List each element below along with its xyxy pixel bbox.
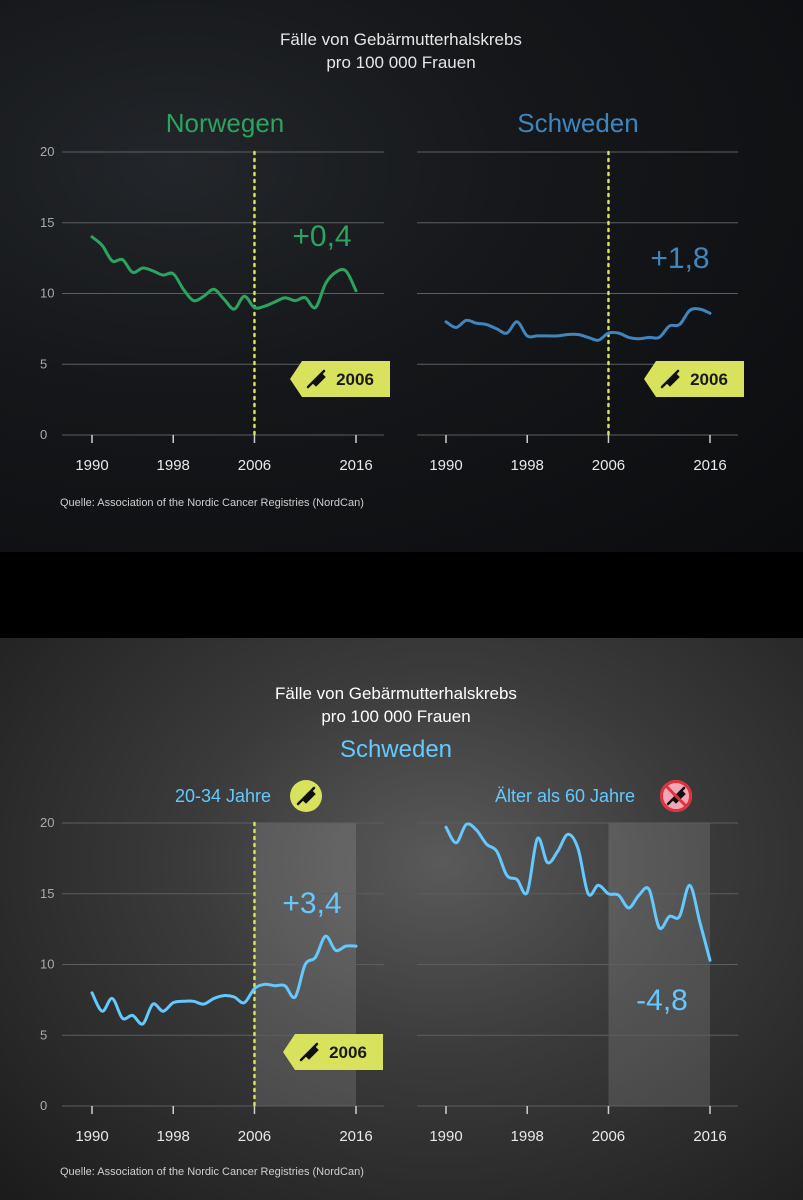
y-tick-label-5: 5 [40, 356, 47, 371]
vaccine-year-label: 2006 [690, 370, 728, 389]
chart-title: Älter als 60 Jahre [495, 786, 635, 806]
y-tick-label-20: 20 [40, 815, 54, 830]
y-tick-label-15: 15 [40, 886, 54, 901]
top-source: Quelle: Association of the Nordic Cancer… [60, 497, 364, 509]
panel-gap [0, 552, 803, 638]
x-tick-label-1990: 1990 [429, 1128, 462, 1145]
vaccine-year-badge: 2006 [283, 1034, 383, 1070]
series-line [90, 934, 358, 1026]
x-tick-label-1998: 1998 [511, 1128, 544, 1145]
x-tick-label-2016: 2016 [339, 1128, 372, 1145]
x-tick-label-2016: 2016 [693, 457, 726, 474]
x-tick-label-2006: 2006 [238, 1128, 271, 1145]
change-annotation: +1,8 [650, 242, 709, 275]
change-annotation: +0,4 [292, 220, 351, 253]
y-tick-label-20: 20 [40, 144, 54, 159]
top-chart-svg: Fälle von Gebärmutterhalskrebs pro 100 0… [40, 30, 744, 509]
x-tick-label-1990: 1990 [75, 1128, 108, 1145]
bottom-title-line2: pro 100 000 Frauen [321, 707, 470, 726]
x-tick-label-2006: 2006 [238, 457, 271, 474]
y-tick-label-5: 5 [40, 1027, 47, 1042]
x-tick-label-1998: 1998 [157, 1128, 190, 1145]
top-title-line2: pro 100 000 Frauen [326, 53, 475, 72]
chart-title: Schweden [517, 108, 638, 138]
series-line [90, 235, 358, 311]
syringe-icon [299, 1042, 319, 1062]
x-tick-label-2006: 2006 [592, 1128, 625, 1145]
vaccine-year-badge: 2006 [644, 361, 744, 397]
vaccine-year-label: 2006 [336, 370, 374, 389]
bottom-title-line1: Fälle von Gebärmutterhalskrebs [275, 684, 517, 703]
vaccine-year-label: 2006 [329, 1043, 367, 1062]
x-tick-label-1998: 1998 [511, 457, 544, 474]
syringe-icon [660, 369, 680, 389]
vaccine-year-badge: 2006 [290, 361, 390, 397]
series-line [444, 307, 712, 342]
y-tick-label-10: 10 [40, 286, 54, 301]
no-syringe-icon [660, 780, 692, 812]
x-tick-label-2016: 2016 [693, 1128, 726, 1145]
x-tick-label-1998: 1998 [157, 457, 190, 474]
x-tick-label-2006: 2006 [592, 457, 625, 474]
x-tick-label-1990: 1990 [429, 457, 462, 474]
bottom-chart-svg: Fälle von Gebärmutterhalskrebs pro 100 0… [40, 684, 738, 1178]
change-annotation: -4,8 [636, 984, 688, 1017]
series-line [444, 822, 712, 962]
top-title-line1: Fälle von Gebärmutterhalskrebs [280, 30, 522, 49]
chart-bottom-right: 1990 1998 2006 2016 Älter als 60 Jahre -4,8 [417, 780, 738, 1145]
chart-top-left: 0 5 10 15 20 1990 1998 2006 2016 Norwegen +0,4 2006 [40, 108, 390, 474]
syringe-icon [290, 780, 322, 812]
chart-top-right: 1990 1998 2006 2016 Schweden +1,8 2006 [417, 108, 744, 474]
bottom-source: Quelle: Association of the Nordic Cancer… [60, 1166, 364, 1178]
top-panel: Fälle von Gebärmutterhalskrebs pro 100 0… [0, 0, 803, 552]
syringe-icon [306, 369, 326, 389]
y-tick-label-15: 15 [40, 215, 54, 230]
x-tick-label-2016: 2016 [339, 457, 372, 474]
chart-title: Norwegen [166, 108, 285, 138]
chart-bottom-left: 0 5 10 15 20 1990 1998 2006 2016 20-34 Jahre +3,4 2… [40, 780, 384, 1145]
y-tick-label-0: 0 [40, 1098, 47, 1113]
x-tick-label-1990: 1990 [75, 457, 108, 474]
y-tick-label-10: 10 [40, 957, 54, 972]
bottom-panel: Fälle von Gebärmutterhalskrebs pro 100 0… [0, 638, 803, 1200]
bottom-country-title: Schweden [340, 736, 452, 763]
change-annotation: +3,4 [282, 887, 341, 920]
chart-title: 20-34 Jahre [175, 786, 271, 806]
y-tick-label-0: 0 [40, 427, 47, 442]
